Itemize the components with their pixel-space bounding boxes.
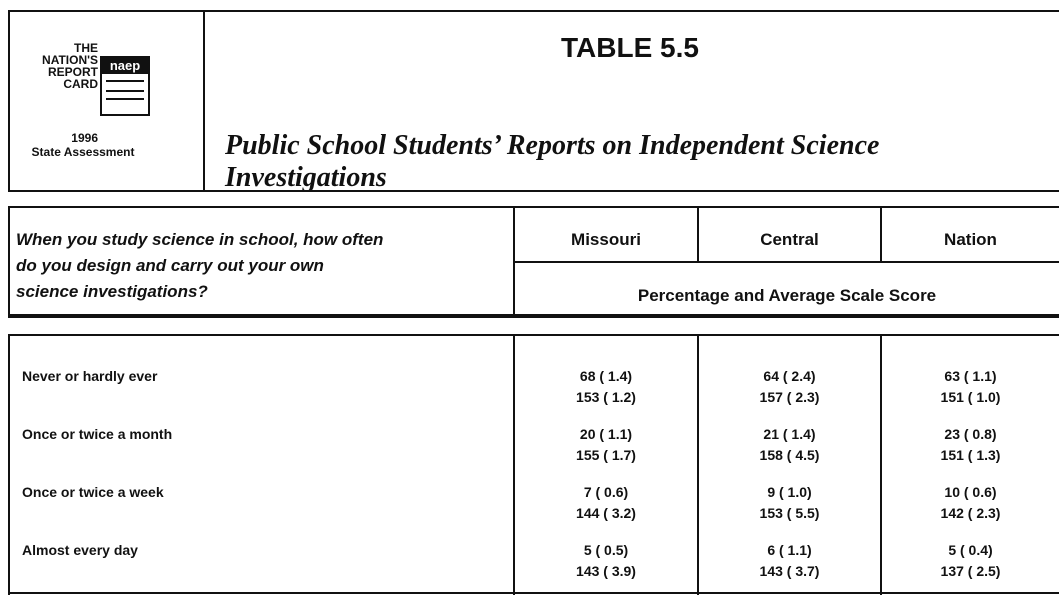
column-header: Missouri	[571, 230, 641, 249]
rule	[513, 261, 1059, 263]
cell-value: 157 ( 2.3)	[759, 389, 820, 405]
cell-value: 137 ( 2.5)	[940, 563, 1001, 579]
logo-lines	[106, 98, 144, 106]
logo-year: 1996	[71, 131, 98, 145]
rule	[8, 206, 1059, 208]
cell-value: 143 ( 3.9)	[576, 563, 636, 579]
logo-caption: State Assessment	[31, 145, 135, 159]
logo-lines	[106, 80, 144, 92]
cell-value: 6 ( 1.1)	[767, 542, 812, 558]
cell-value: 155 ( 1.7)	[576, 447, 636, 463]
cell-value: 144 ( 3.2)	[576, 505, 636, 521]
rule	[8, 314, 1059, 318]
rule	[697, 334, 699, 595]
rule	[880, 206, 882, 262]
cell-value: 68 ( 1.4)	[579, 368, 633, 384]
column-header: Nation	[944, 230, 997, 249]
cell-value: 151 ( 1.3)	[940, 447, 1001, 463]
row-label: Never or hardly ever	[22, 368, 158, 384]
cell-value: 158 ( 4.5)	[759, 447, 820, 463]
rule	[8, 334, 1059, 336]
cell-value: 7 ( 0.6)	[583, 484, 629, 500]
rule	[8, 206, 10, 318]
cell-value: 142 ( 2.3)	[940, 505, 1001, 521]
row-label: Once or twice a month	[22, 426, 173, 442]
subtitle-line: Investigations	[225, 162, 387, 193]
table-title: TABLE 5.5	[561, 32, 699, 63]
cell-value: 63 ( 1.1)	[944, 368, 997, 384]
row-label: Once or twice a week	[22, 484, 164, 500]
cell-value: 21 ( 1.4)	[763, 426, 816, 442]
rule	[880, 334, 882, 595]
cell-value: 153 ( 5.5)	[759, 505, 820, 521]
cell-value: 5 ( 0.5)	[583, 542, 629, 558]
header-box	[8, 10, 1059, 192]
cell-value: 10 ( 0.6)	[944, 484, 997, 500]
logo-line: REPORT	[47, 65, 98, 79]
subheader: Percentage and Average Scale Score	[637, 286, 937, 305]
logo-line: CARD	[63, 77, 98, 91]
rule	[697, 206, 699, 262]
logo-text: THE NATION'S REPORT CARD	[30, 42, 98, 90]
cell-value: 5 ( 0.4)	[948, 542, 993, 558]
question: When you study science in school, how of…	[16, 227, 383, 305]
question-line: science investigations?	[16, 282, 208, 301]
logo-line: THE NATION'S	[42, 41, 98, 67]
cell-value: 9 ( 1.0)	[767, 484, 812, 500]
question-line: When you study science in school, how of…	[16, 230, 384, 249]
rule	[8, 334, 10, 595]
logo-divider	[203, 10, 205, 192]
rule	[8, 592, 1059, 594]
question-line: do you design and carry out your own	[16, 256, 324, 275]
cell-value: 143 ( 3.7)	[759, 563, 820, 579]
cell-value: 20 ( 1.1)	[579, 426, 633, 442]
rule	[513, 334, 515, 595]
row-label: Almost every day	[22, 542, 138, 558]
cell-value: 151 ( 1.0)	[940, 389, 1001, 405]
cell-value: 23 ( 0.8)	[944, 426, 997, 442]
cell-value: 153 ( 1.2)	[576, 389, 636, 405]
subtitle-line: Public School Students’ Reports on Indep…	[225, 130, 880, 161]
logo-brand-text: naep	[102, 58, 148, 74]
logo-brand: naep	[100, 56, 150, 116]
cell-value: 64 ( 2.4)	[763, 368, 816, 384]
subtitle: Public School Students’ Reports on Indep…	[225, 130, 879, 194]
column-header: Central	[760, 230, 819, 249]
